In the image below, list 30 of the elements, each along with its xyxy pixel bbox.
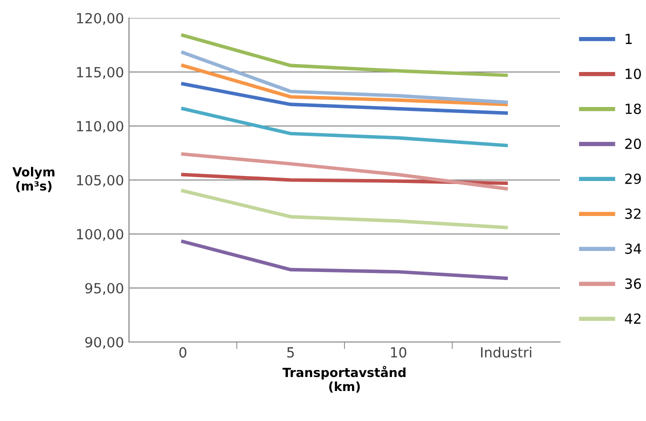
- legend-label: 20: [625, 138, 641, 150]
- x-tick-label: Industri: [481, 346, 532, 358]
- y-tick-label: 105,00: [77, 174, 124, 187]
- legend-label: 36: [625, 278, 641, 289]
- line-series: [181, 50, 508, 104]
- legend-label: 32: [625, 208, 640, 219]
- line-series: [181, 240, 508, 280]
- legend-label: 18: [626, 104, 641, 114]
- y-axis-title: Volym (m³s): [12, 166, 54, 192]
- y-tick-label: 110,00: [77, 120, 124, 133]
- y-tick-label: 115,00: [77, 66, 124, 79]
- x-tick-label: 0: [179, 347, 186, 358]
- y-tick-label: 120,00: [77, 12, 124, 25]
- x-axis-title: Transportavstånd (km): [282, 366, 406, 393]
- legend-label: 34: [625, 243, 642, 254]
- line-series: [181, 189, 508, 230]
- line-series: [181, 34, 508, 77]
- y-tick-label: 95,00: [85, 282, 124, 295]
- legend-label: 42: [624, 313, 640, 324]
- x-tick-label: 5: [287, 347, 294, 358]
- y-tick-label: 90,00: [85, 336, 124, 349]
- legend-label: 1: [626, 34, 632, 44]
- line-series: [181, 106, 508, 148]
- x-tick-label: 10: [391, 347, 406, 358]
- line-series: [181, 64, 508, 106]
- legend-label: 29: [625, 174, 641, 184]
- y-tick-label: 100,00: [77, 228, 124, 241]
- line-series: [181, 82, 508, 115]
- line-series: [181, 152, 508, 190]
- legend-label: 10: [626, 68, 641, 80]
